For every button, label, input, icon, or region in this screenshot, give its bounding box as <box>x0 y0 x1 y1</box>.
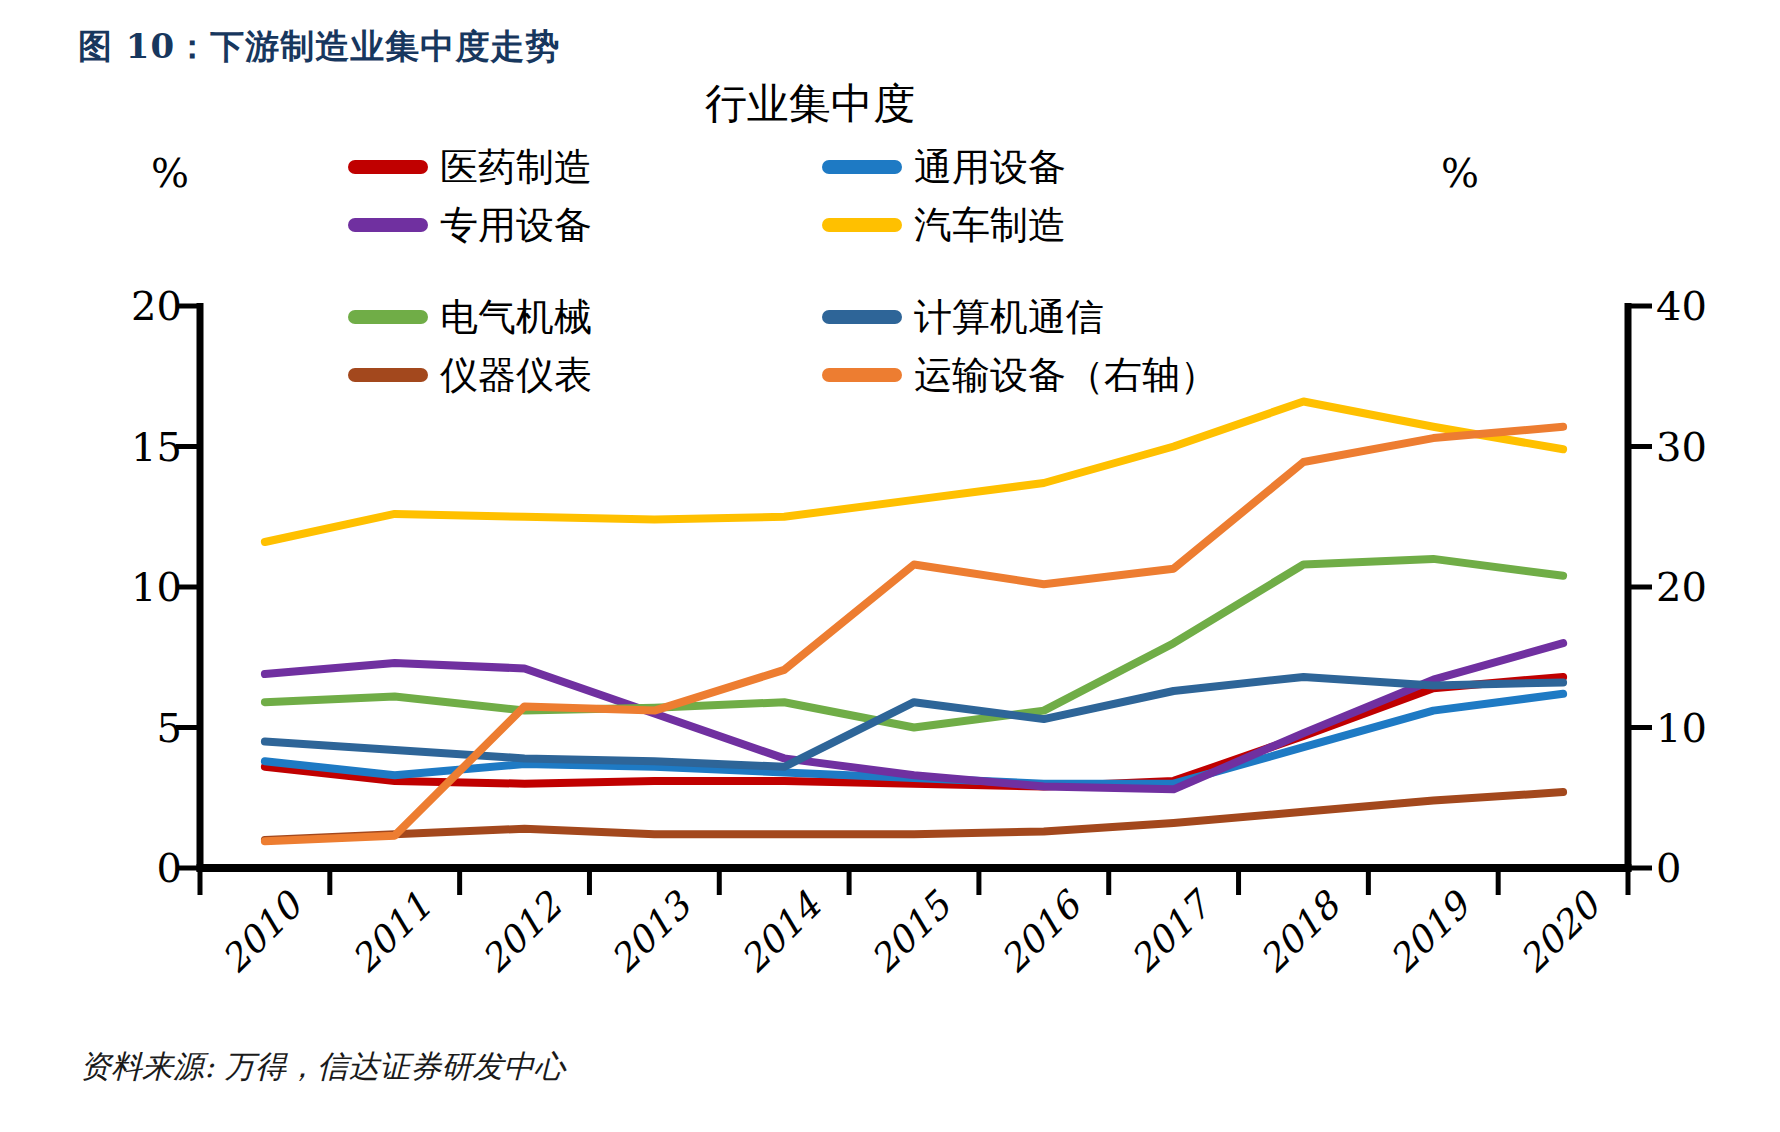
report-figure-page: { "figure_caption": "图 10：下游制造业集中度走势", "… <box>0 0 1780 1132</box>
series-line-instruments <box>265 792 1563 840</box>
chart-canvas <box>0 0 1780 1132</box>
source-note: 资料来源: 万得，信达证券研发中心 <box>80 1046 565 1088</box>
series-line-auto <box>265 402 1563 543</box>
series-line-computer-comm <box>265 677 1563 767</box>
